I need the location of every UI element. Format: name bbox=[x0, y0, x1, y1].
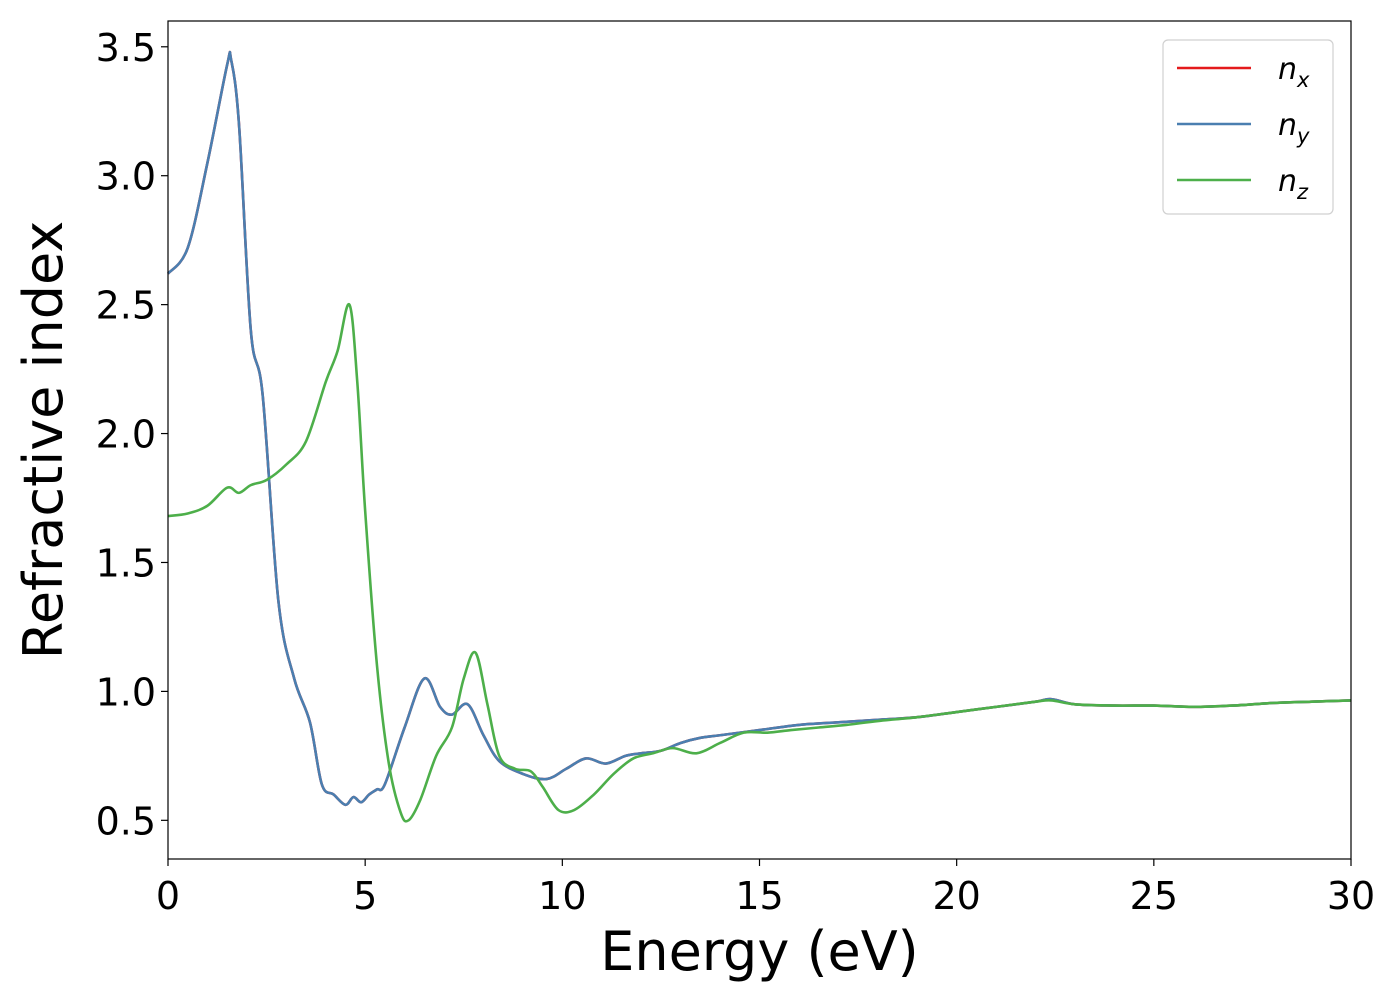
y-tick-label: 1.0 bbox=[96, 670, 156, 714]
series-layer bbox=[166, 50, 1352, 823]
x-axis-ticks: 0 5 10 15 20 25 30 bbox=[156, 859, 1375, 918]
x-tick-label: 5 bbox=[353, 874, 377, 918]
x-tick-label: 30 bbox=[1327, 874, 1375, 918]
y-axis-title: Refractive index bbox=[12, 221, 75, 660]
y-tick-label: 3.0 bbox=[96, 155, 156, 199]
y-tick-label: 2.0 bbox=[96, 413, 156, 457]
legend-label-z: nz bbox=[1278, 164, 1309, 204]
x-tick-label: 25 bbox=[1130, 874, 1178, 918]
x-tick-label: 20 bbox=[932, 874, 980, 918]
x-axis-title: Energy (eV) bbox=[600, 920, 919, 983]
x-tick-label: 10 bbox=[538, 874, 586, 918]
series-line-z bbox=[167, 303, 1352, 823]
x-tick-label: 15 bbox=[735, 874, 783, 918]
y-tick-label: 1.5 bbox=[96, 541, 156, 585]
legend: nx ny nz bbox=[1162, 39, 1334, 215]
y-tick-label: 0.5 bbox=[96, 799, 156, 843]
legend-label-y: ny bbox=[1278, 108, 1310, 148]
y-axis-ticks: 0.5 1.0 1.5 2.0 2.5 3.0 3.5 bbox=[96, 26, 168, 843]
legend-box bbox=[1162, 39, 1334, 215]
legend-label-x: nx bbox=[1278, 52, 1310, 92]
y-tick-label: 2.5 bbox=[96, 284, 156, 328]
y-tick-label: 3.5 bbox=[96, 26, 156, 70]
x-tick-label: 0 bbox=[156, 874, 180, 918]
